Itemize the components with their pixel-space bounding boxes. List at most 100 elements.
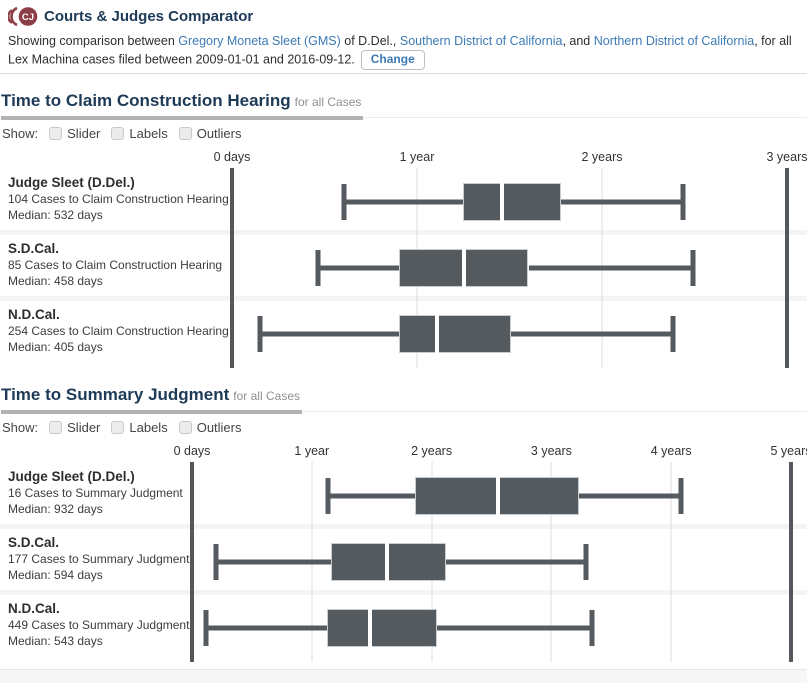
row-case-count: 85 Cases to Claim Construction Hearing <box>8 258 223 272</box>
page-header: CJ Courts & Judges Comparator Showing co… <box>0 0 807 74</box>
comparison-summary: Showing comparison between Gregory Monet… <box>8 32 799 70</box>
section-title: Time to Summary Judgment <box>1 385 230 404</box>
next-section-divider <box>0 669 807 683</box>
outliers-checkbox[interactable] <box>178 126 192 140</box>
whisker-cap-high <box>680 184 686 220</box>
boxplot-row-label-n-d-cal: N.D.Cal. 449 Cases to Summary Judgment Med… <box>8 600 230 649</box>
show-controls: Show: Slider Labels Outliers <box>2 125 807 141</box>
whisker-cap-high <box>678 478 684 514</box>
show-controls: Show: Slider Labels Outliers <box>2 419 807 435</box>
boxplot-chart: Judge Sleet (D.Del.) 104 Cases to Claim C… <box>0 168 807 368</box>
boxplot-row-label-s-d-cal: S.D.Cal. 85 Cases to Claim Construction H… <box>8 240 230 289</box>
whisker-cap-high <box>690 250 696 286</box>
whisker-right-line <box>436 625 593 631</box>
axis-tick-label: 3 years <box>530 444 572 458</box>
judge-link[interactable]: Gregory Moneta Sleet (GMS) <box>178 34 341 48</box>
slider-checkbox-label[interactable]: Slider <box>67 419 101 435</box>
slider-checkbox[interactable] <box>49 420 63 434</box>
boxplot-row-label-n-d-cal: N.D.Cal. 254 Cases to Claim Construction … <box>8 306 230 355</box>
row-name: Judge Sleet (D.Del.) <box>8 175 135 190</box>
charts-root: Time to Claim Construction Hearing for al… <box>0 90 807 662</box>
whisker-cap-low <box>341 184 346 220</box>
section-title-underline: Time to Claim Construction Hearing for al… <box>1 90 364 120</box>
section-title: Time to Claim Construction Hearing <box>1 91 291 110</box>
labels-checkbox[interactable] <box>111 126 125 140</box>
section-title-suffix: for all Cases <box>233 389 300 403</box>
labels-checkbox-label[interactable]: Labels <box>129 419 168 435</box>
row-case-count: 449 Cases to Summary Judgment <box>8 618 190 632</box>
plot-area <box>190 462 793 662</box>
section-time-to-summary-judgment: Time to Summary Judgment for all Cases Sho… <box>0 384 807 662</box>
ndcal-court-link[interactable]: Northern District of California <box>593 34 755 48</box>
axis-tick-label: 3 years <box>766 150 807 164</box>
sdcal-court-link[interactable]: Southern District of California <box>399 34 563 48</box>
axis-tick-label: 5 years <box>770 444 807 458</box>
outliers-checkbox[interactable] <box>178 420 192 434</box>
whisker-left-line <box>215 559 332 565</box>
gridline <box>670 462 672 662</box>
row-divider <box>0 524 807 529</box>
page-title: Courts & Judges Comparator <box>44 8 254 25</box>
show-label: Show: <box>2 419 39 435</box>
change-button[interactable]: Change <box>360 50 425 70</box>
summary-text: , and <box>562 34 594 48</box>
labels-checkbox-label[interactable]: Labels <box>129 125 168 141</box>
row-name: S.D.Cal. <box>8 241 60 256</box>
median-line <box>368 608 373 648</box>
whisker-right-line <box>510 331 673 337</box>
gridline <box>190 462 194 662</box>
whisker-right-line <box>561 199 684 205</box>
axis-tick-label: 0 days <box>173 444 211 458</box>
whisker-left-line <box>328 493 416 499</box>
section-header: Time to Claim Construction Hearing for al… <box>1 90 807 120</box>
summary-text: Showing comparison between <box>8 34 179 48</box>
slider-checkbox-label[interactable]: Slider <box>67 125 101 141</box>
row-median: Median: 405 days <box>8 340 103 354</box>
row-median: Median: 932 days <box>8 502 103 516</box>
section-title-suffix: for all Cases <box>294 95 362 109</box>
lex-machina-cj-logo-icon: CJ <box>8 6 38 27</box>
show-label: Show: <box>2 125 39 141</box>
median-line <box>495 476 500 516</box>
section-header: Time to Summary Judgment for all Cases <box>1 384 807 414</box>
axis-tick-labels: 0 days 1 year 2 years 3 years <box>0 150 807 166</box>
whisker-left-line <box>206 625 327 631</box>
row-median: Median: 594 days <box>8 568 103 582</box>
plot-area <box>230 168 789 368</box>
labels-checkbox[interactable] <box>111 420 125 434</box>
whisker-cap-high <box>670 316 676 352</box>
axis-tick-label: 1 year <box>399 150 435 164</box>
median-line <box>435 314 440 354</box>
row-median: Median: 532 days <box>8 208 103 222</box>
gridline <box>789 462 793 662</box>
iqr-box <box>326 609 437 647</box>
row-name: S.D.Cal. <box>8 535 60 550</box>
axis-tick-labels: 0 days 1 year 2 years 3 years 4 years 5 years <box>0 444 807 460</box>
median-line <box>462 248 467 288</box>
row-case-count: 254 Cases to Claim Construction Hearing <box>8 324 229 338</box>
boxplot-chart: Judge Sleet (D.Del.) 16 Cases to Summary … <box>0 462 807 662</box>
whisker-cap-low <box>257 316 263 352</box>
gridline <box>785 168 789 368</box>
outliers-checkbox-label[interactable]: Outliers <box>196 125 242 141</box>
row-name: N.D.Cal. <box>8 601 60 616</box>
whisker-cap-high <box>589 610 595 646</box>
row-case-count: 104 Cases to Claim Construction Hearing <box>8 192 229 206</box>
summary-text: , for all Lex Machina cases filed betwee… <box>8 34 792 67</box>
slider-checkbox[interactable] <box>49 126 63 140</box>
svg-text:CJ: CJ <box>22 12 34 23</box>
iqr-box <box>462 183 562 221</box>
row-median: Median: 543 days <box>8 634 103 648</box>
section-title-underline: Time to Summary Judgment for all Cases <box>1 384 302 414</box>
row-name: Judge Sleet (D.Del.) <box>8 469 135 484</box>
boxplot-row-label-judge-sleet-d-del: Judge Sleet (D.Del.) 16 Cases to Summary … <box>8 468 230 517</box>
axis-tick-label: 4 years <box>650 444 692 458</box>
row-case-count: 177 Cases to Summary Judgment <box>8 552 190 566</box>
median-line <box>499 182 504 222</box>
axis-tick-label: 1 year <box>294 444 330 458</box>
outliers-checkbox-label[interactable]: Outliers <box>196 419 242 435</box>
whisker-right-line <box>446 559 586 565</box>
boxplot-row-label-s-d-cal: S.D.Cal. 177 Cases to Summary Judgment Med… <box>8 534 230 583</box>
whisker-cap-low <box>203 610 209 646</box>
whisker-right-line <box>579 493 682 499</box>
